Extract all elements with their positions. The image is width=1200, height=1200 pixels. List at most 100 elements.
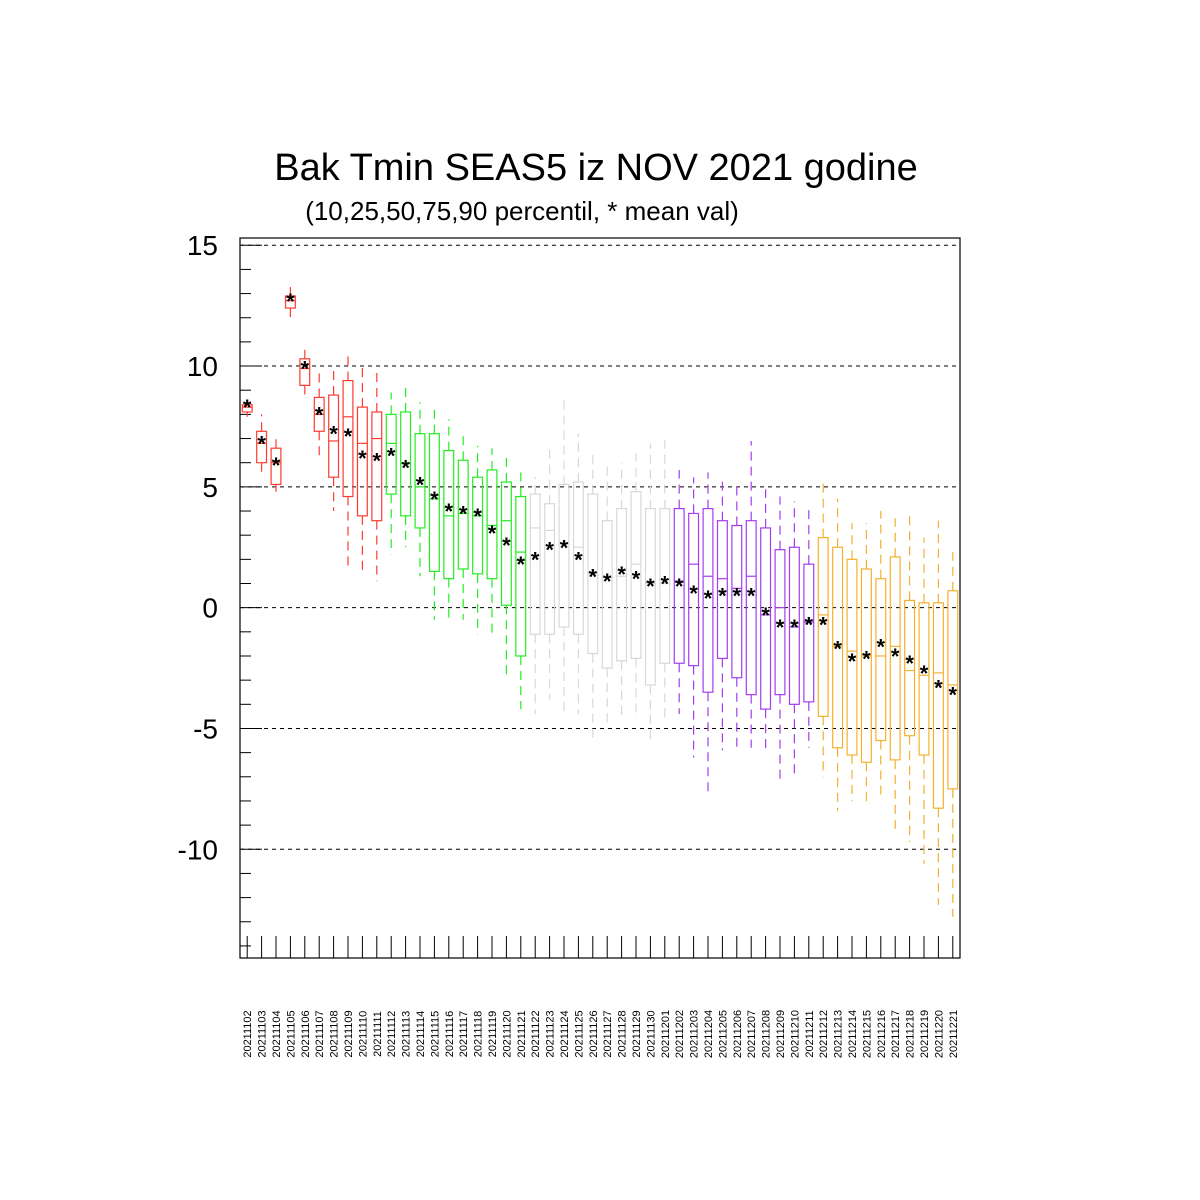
x-tick-label-20211217: 20211217 — [890, 1010, 902, 1058]
iqr-box — [572, 481, 584, 635]
mean-marker-20211215: * — [862, 646, 871, 671]
x-tick-label-20211111: 20211111 — [372, 1011, 384, 1057]
iqr-box — [529, 493, 541, 635]
mean-marker-20211221: * — [949, 683, 958, 708]
iqr-box — [601, 520, 613, 669]
mean-marker-20211126: * — [589, 564, 598, 589]
x-tick-label-20211208: 20211208 — [761, 1010, 773, 1058]
box-20211122 — [529, 477, 541, 714]
iqr-box — [515, 495, 527, 657]
iqr-box — [716, 520, 728, 660]
iqr-box — [788, 546, 800, 705]
mean-marker-20211119: * — [488, 521, 497, 546]
box-20211211 — [803, 508, 815, 748]
box-20211102 — [241, 399, 253, 417]
box-20211105 — [284, 286, 296, 321]
iqr-box — [500, 481, 512, 606]
x-tick-label-20211127: 20211127 — [602, 1010, 614, 1057]
box-20211217 — [889, 518, 901, 830]
iqr-box — [544, 503, 556, 635]
x-tick-label-20211113: 20211113 — [401, 1011, 413, 1058]
box-20211107 — [313, 370, 325, 461]
mean-marker-20211123: * — [545, 538, 554, 563]
box-20211214 — [846, 523, 858, 801]
box-20211203 — [688, 477, 700, 758]
box-20211115 — [428, 404, 440, 620]
iqr-box — [745, 520, 757, 696]
box-20211124 — [558, 399, 570, 714]
mean-marker-20211127: * — [603, 569, 612, 594]
iqr-box — [688, 512, 700, 667]
box-20211106 — [299, 344, 311, 398]
x-tick-label-20211123: 20211123 — [545, 1010, 557, 1057]
iqr-box — [803, 563, 815, 703]
mean-marker-20211207: * — [747, 584, 756, 609]
iqr-box — [328, 394, 340, 478]
mean-marker-20211109: * — [344, 424, 353, 449]
x-tick-label-20211213: 20211213 — [833, 1010, 845, 1058]
box-plot-series — [241, 286, 959, 917]
chart-title: Bak Tmin SEAS5 iz NOV 2021 godine — [274, 147, 918, 189]
x-tick-label-20211212: 20211212 — [818, 1010, 830, 1058]
mean-marker-20211102: * — [243, 395, 252, 420]
x-tick-label-20211202: 20211202 — [674, 1010, 686, 1058]
box-20211201 — [659, 438, 671, 722]
iqr-box — [385, 413, 397, 495]
box-20211125 — [572, 433, 584, 714]
box-20211128 — [616, 462, 628, 717]
mean-marker-20211104: * — [272, 453, 281, 478]
mean-marker-20211202: * — [675, 574, 684, 599]
box-20211123 — [544, 443, 556, 700]
x-tick-label-20211109: 20211109 — [343, 1010, 355, 1057]
x-tick-label-20211219: 20211219 — [919, 1010, 931, 1058]
mean-marker-20211212: * — [819, 613, 828, 638]
iqr-box — [860, 568, 872, 763]
x-tick-label-20211103: 20211103 — [257, 1010, 269, 1057]
x-tick-label-20211108: 20211108 — [329, 1010, 341, 1057]
mean-marker-20211220: * — [934, 675, 943, 700]
box-20211206 — [731, 482, 743, 748]
box-20211116 — [443, 419, 455, 623]
box-20211208 — [760, 489, 772, 751]
iqr-box — [846, 558, 858, 756]
x-tick-label-20211201: 20211201 — [660, 1010, 672, 1058]
mean-marker-20211214: * — [848, 649, 857, 674]
box-20211218 — [904, 515, 916, 843]
box-20211109 — [342, 356, 354, 572]
x-tick-label-20211210: 20211210 — [789, 1010, 801, 1058]
box-20211129 — [630, 450, 642, 719]
mean-marker-20211128: * — [617, 562, 626, 587]
iqr-box — [241, 404, 253, 413]
iqr-box — [630, 491, 642, 660]
mean-marker-20211116: * — [445, 499, 454, 524]
x-tick-label-20211204: 20211204 — [703, 1010, 715, 1058]
box-20211120 — [500, 457, 512, 681]
box-20211220 — [932, 520, 944, 905]
mean-marker-20211218: * — [905, 651, 914, 676]
box-20211114 — [414, 402, 426, 577]
box-20211127 — [601, 462, 613, 729]
mean-marker-20211205: * — [718, 584, 727, 609]
y-axis-minor-ticks — [240, 244, 262, 947]
mean-marker-20211106: * — [301, 356, 310, 381]
x-tick-label-20211104: 20211104 — [271, 1010, 283, 1057]
iqr-box — [284, 295, 296, 309]
mean-marker-20211115: * — [430, 487, 439, 512]
mean-marker-20211107: * — [315, 402, 324, 427]
y-tick-label-5: -10 — [178, 834, 218, 865]
mean-markers: ******* ** * * *** * * ** ** * * * ** * * * * * * * * * * ** * * *… — [243, 289, 958, 708]
mean-marker-20211219: * — [920, 661, 929, 686]
mean-marker-20211113: * — [401, 456, 410, 481]
mean-marker-20211216: * — [877, 634, 886, 659]
iqr-box — [472, 476, 484, 575]
x-tick-label-20211107: 20211107 — [314, 1010, 326, 1057]
box-20211207 — [745, 440, 757, 748]
iqr-box — [428, 433, 440, 573]
iqr-box — [616, 508, 628, 662]
y-tick-label-4: -5 — [193, 713, 218, 744]
mean-marker-20211108: * — [329, 422, 338, 447]
iqr-box — [947, 590, 959, 790]
box-20211119 — [486, 448, 498, 635]
iqr-box — [731, 524, 743, 679]
mean-marker-20211112: * — [387, 443, 396, 468]
